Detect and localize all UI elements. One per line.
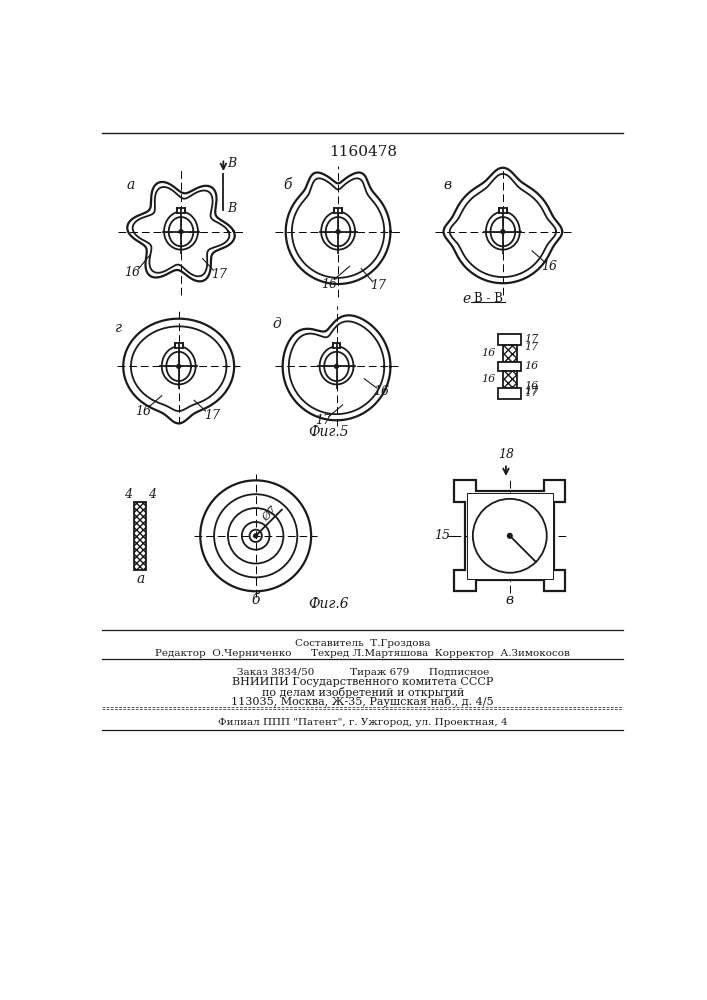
Text: 17: 17	[525, 388, 539, 398]
Text: 16: 16	[321, 278, 337, 291]
Text: 17: 17	[315, 414, 331, 427]
Circle shape	[179, 230, 183, 234]
Bar	[498, 362, 521, 371]
Bar	[467, 493, 553, 579]
Text: а: а	[136, 572, 144, 586]
Bar	[134, 502, 146, 570]
Text: Ø7: Ø7	[260, 505, 279, 524]
Text: по делам изобретений и открытий: по делам изобретений и открытий	[262, 687, 464, 698]
Text: 17: 17	[525, 386, 539, 396]
Text: Составитель  Т.Гроздова: Составитель Т.Гроздова	[295, 639, 431, 648]
Bar	[499, 208, 507, 213]
Polygon shape	[455, 480, 565, 591]
Text: Филиал ППП "Патент", г. Ужгород, ул. Проектная, 4: Филиал ППП "Патент", г. Ужгород, ул. Про…	[218, 718, 508, 727]
Text: 16: 16	[481, 348, 495, 358]
Text: 17: 17	[211, 267, 228, 280]
Text: ВНИИПИ Государственного комитета СССР: ВНИИПИ Государственного комитета СССР	[232, 677, 493, 687]
Circle shape	[334, 364, 339, 368]
Text: д: д	[272, 317, 281, 331]
Text: В: В	[227, 202, 236, 215]
Bar	[498, 334, 521, 345]
Text: 16: 16	[373, 385, 389, 398]
Text: 17: 17	[525, 334, 539, 344]
Text: 16: 16	[525, 361, 539, 371]
Text: 15: 15	[434, 529, 450, 542]
Text: 17: 17	[370, 279, 386, 292]
Bar	[503, 345, 517, 362]
Text: в: в	[443, 178, 452, 192]
Text: г: г	[115, 321, 122, 335]
Bar	[334, 208, 342, 213]
Text: Фиг.6: Фиг.6	[308, 597, 349, 611]
Text: е: е	[462, 292, 471, 306]
Text: В: В	[227, 157, 236, 170]
Bar	[333, 343, 340, 348]
Text: б: б	[252, 593, 260, 607]
Text: 16: 16	[124, 266, 141, 279]
Bar	[498, 388, 521, 399]
Circle shape	[177, 364, 180, 368]
Circle shape	[254, 534, 257, 538]
Bar	[177, 208, 185, 213]
Text: 16: 16	[525, 381, 539, 391]
Text: 16: 16	[135, 405, 151, 418]
Bar	[175, 343, 182, 348]
Text: Заказ 3834/50           Тираж 679      Подписное: Заказ 3834/50 Тираж 679 Подписное	[237, 668, 489, 677]
Text: Ø4: Ø4	[513, 543, 532, 562]
Text: 17: 17	[525, 342, 539, 352]
Text: 1160478: 1160478	[329, 145, 397, 159]
Text: 4: 4	[124, 488, 132, 501]
Text: 113035, Москва, Ж-35, Раушская наб., д. 4/5: 113035, Москва, Ж-35, Раушская наб., д. …	[231, 696, 494, 707]
Text: в: в	[506, 593, 514, 607]
Text: В - В: В - В	[474, 292, 503, 305]
Bar	[503, 371, 517, 388]
Text: б: б	[284, 178, 292, 192]
Text: 16: 16	[541, 260, 557, 273]
Text: Редактор  О.Черниченко      Техред Л.Мартяшова  Корректор  А.Зимокосов: Редактор О.Черниченко Техред Л.Мартяшова…	[156, 649, 570, 658]
Text: 4: 4	[148, 488, 156, 501]
Text: 17: 17	[204, 409, 220, 422]
Text: 18: 18	[498, 448, 514, 461]
Circle shape	[508, 533, 512, 538]
Circle shape	[336, 230, 340, 234]
Circle shape	[501, 230, 505, 234]
Text: Фиг.5: Фиг.5	[308, 425, 349, 439]
Text: 16: 16	[481, 374, 495, 384]
Text: а: а	[127, 178, 135, 192]
